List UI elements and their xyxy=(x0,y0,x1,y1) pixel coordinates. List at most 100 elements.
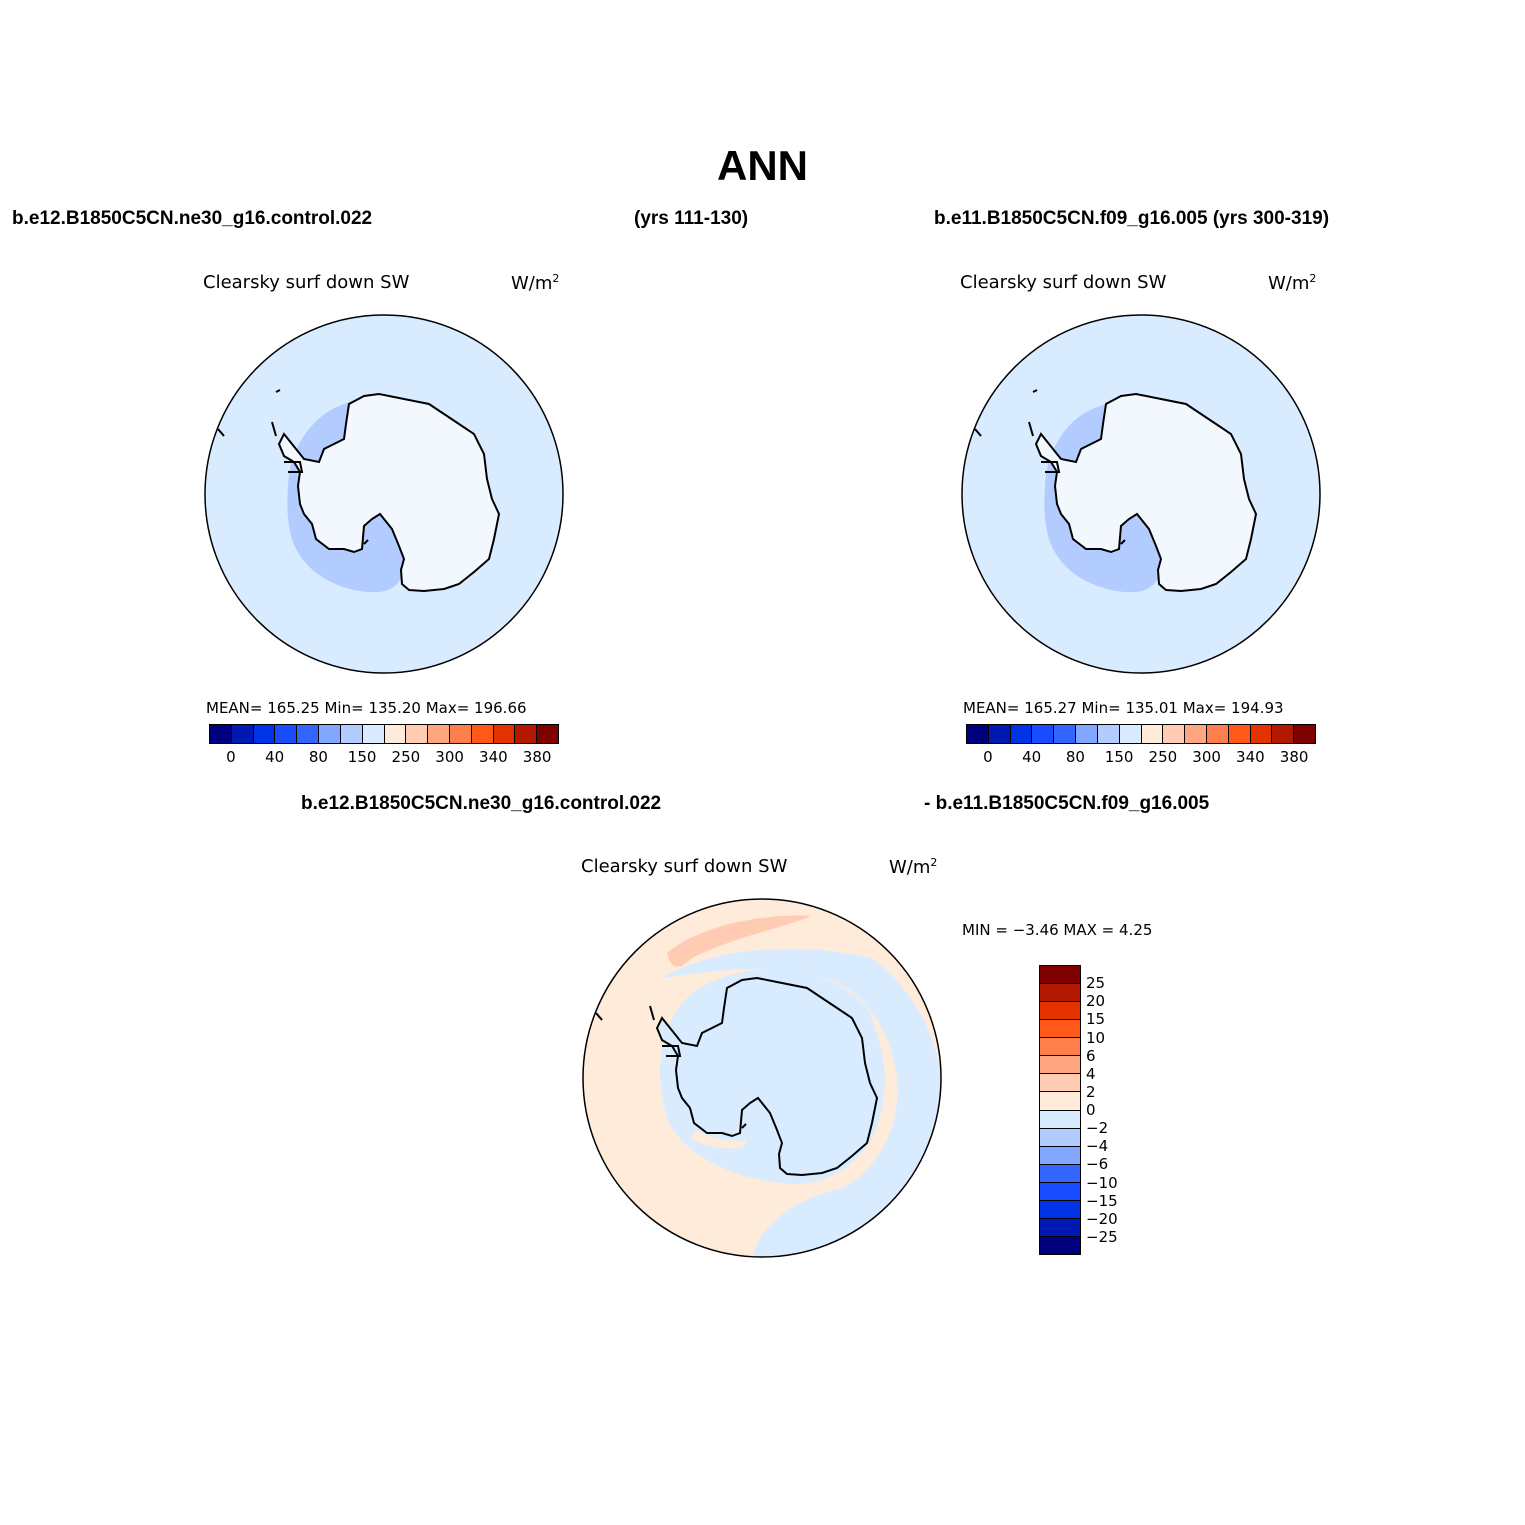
panel2-colorbar-swatch-4 xyxy=(1054,725,1077,743)
panel2-colorbar-tick-label: 80 xyxy=(1065,748,1085,766)
panel1-units: W/m2 xyxy=(511,272,559,294)
panel1-coastline xyxy=(217,389,501,593)
panel2-colorbar-swatch-10 xyxy=(1185,725,1207,743)
panel2-variable: Clearsky surf down SW xyxy=(960,272,1167,293)
panel1-colorbar-tick-label: 380 xyxy=(522,748,552,766)
panel3-colorbar-swatch-14 xyxy=(1040,1218,1080,1237)
panel1-polar-map xyxy=(204,314,564,674)
panel1-colorbar-tick-label: 80 xyxy=(308,748,328,766)
panel3-colorbar-tick-label: −10 xyxy=(1086,1173,1118,1192)
panel2-colorbar-tick-label: 150 xyxy=(1104,748,1134,766)
panel3-colorbar-swatch-3 xyxy=(1040,1020,1080,1039)
panel3-colorbar-swatch-0 xyxy=(1040,966,1080,985)
panel3-units-base: W/m xyxy=(889,857,931,878)
panel3-colorbar-swatch-4 xyxy=(1040,1038,1080,1057)
panel3-colorbar-tick-label: −15 xyxy=(1086,1191,1118,1210)
panel1-colorbar-swatch-15 xyxy=(537,725,558,743)
panel2-colorbar-tick-label: 380 xyxy=(1279,748,1309,766)
panel1-stats: MEAN= 165.25 Min= 135.20 Max= 196.66 xyxy=(206,699,527,717)
panel1-colorbar-swatch-6 xyxy=(340,725,363,743)
panel3-colorbar-tick-label: −25 xyxy=(1086,1227,1118,1246)
panel3-antarctica-land xyxy=(657,978,877,1175)
panel2-colorbar-tick-label: 0 xyxy=(983,748,993,766)
panel1-colorbar-tick-label: 340 xyxy=(479,748,508,766)
panel1-colorbar-swatch-4 xyxy=(297,725,320,743)
panel3-colorbar-ticks: 25 20 15 10 6 4 2 0 −2 −4 −6 −10 −15 −20 −25 xyxy=(1086,965,1146,1255)
panel1-colorbar-tick-label: 0 xyxy=(226,748,236,766)
panel2-coastline xyxy=(974,389,1258,593)
panel2-colorbar-swatch-2 xyxy=(1010,725,1033,743)
panel1-colorbar-swatch-13 xyxy=(493,725,516,743)
panel2-stats: MEAN= 165.27 Min= 135.01 Max= 194.93 xyxy=(963,699,1284,717)
panel1-colorbar-swatch-11 xyxy=(449,725,472,743)
panel3-variable: Clearsky surf down SW xyxy=(581,856,788,877)
panel1-colorbar xyxy=(209,724,559,744)
panel2-colorbar-ticks: 0 40 80 150 250 300 340 380 xyxy=(966,748,1316,768)
panel1-colorbar-swatch-7 xyxy=(362,725,385,743)
panel1-antarctica-land xyxy=(279,394,499,591)
panel3-units: W/m2 xyxy=(889,856,937,878)
panel3-colorbar-tick-label: 25 xyxy=(1086,974,1106,993)
panel2-colorbar-tick-label: 250 xyxy=(1148,748,1178,766)
panel3-coastline xyxy=(595,976,879,1177)
panel3-colorbar-swatch-12 xyxy=(1040,1182,1080,1201)
panel3-colorbar-tick-label: −20 xyxy=(1086,1209,1118,1228)
case2-label: b.e11.B1850C5CN.f09_g16.005 (yrs 300-319… xyxy=(934,208,1330,229)
panel3-colorbar-tick-label: 10 xyxy=(1086,1028,1106,1047)
panel2-antarctica-land xyxy=(1036,394,1256,591)
panel3-stats: MIN = −3.46 MAX = 4.25 xyxy=(962,921,1153,939)
diff-label-left: b.e12.B1850C5CN.ne30_g16.control.022 xyxy=(301,793,662,814)
panel3-colorbar-tick-label: −2 xyxy=(1086,1119,1109,1138)
panel3-colorbar-tick-label: 6 xyxy=(1086,1046,1096,1065)
panel3-colorbar xyxy=(1039,965,1081,1255)
panel2-colorbar-swatch-9 xyxy=(1163,725,1186,743)
panel3-colorbar-swatch-5 xyxy=(1040,1056,1080,1075)
panel3-colorbar-tick-label: 2 xyxy=(1086,1082,1096,1101)
panel2-units-exp: 2 xyxy=(1309,272,1317,285)
panel3-polar-map xyxy=(582,898,942,1258)
panel2-units-base: W/m xyxy=(1268,273,1310,294)
panel1-colorbar-swatch-3 xyxy=(275,725,298,743)
panel3-positive-strong-north xyxy=(667,915,812,967)
panel1-colorbar-tick-label: 40 xyxy=(265,748,285,766)
panel3-positive-patch xyxy=(690,1130,747,1149)
panel1-colorbar-tick-label: 300 xyxy=(435,748,464,766)
panel2-colorbar-tick-label: 300 xyxy=(1192,748,1221,766)
panel1-colorbar-swatch-8 xyxy=(384,725,407,743)
panel1-colorbar-swatch-5 xyxy=(319,725,341,743)
panel2-colorbar-swatch-3 xyxy=(1032,725,1055,743)
panel2-colorbar-swatch-7 xyxy=(1119,725,1142,743)
panel1-colorbar-tick-label: 150 xyxy=(347,748,377,766)
panel1-colorbar-swatch-1 xyxy=(231,725,254,743)
panel1-colorbar-swatch-14 xyxy=(515,725,538,743)
panel3-colorbar-tick-label: 15 xyxy=(1086,1010,1106,1029)
panel3-colorbar-swatch-10 xyxy=(1040,1146,1080,1165)
panel2-colorbar-swatch-6 xyxy=(1097,725,1120,743)
panel2-colorbar-swatch-11 xyxy=(1206,725,1229,743)
panel1-colorbar-tick-label: 250 xyxy=(391,748,421,766)
panel3-colorbar-swatch-15 xyxy=(1040,1236,1080,1254)
panel3-map-border xyxy=(582,898,942,1258)
panel3-colorbar-swatch-7 xyxy=(1040,1092,1080,1111)
panel1-units-base: W/m xyxy=(511,273,553,294)
panel3-colorbar-swatch-6 xyxy=(1040,1074,1080,1093)
plot-title: ANN xyxy=(717,142,808,189)
panel3-colorbar-tick-label: 20 xyxy=(1086,992,1106,1011)
panel3-colorbar-swatch-1 xyxy=(1040,984,1080,1003)
panel2-map-border xyxy=(961,314,1321,674)
panel3-colorbar-swatch-13 xyxy=(1040,1200,1080,1219)
panel1-units-exp: 2 xyxy=(552,272,560,285)
panel2-colorbar-swatch-1 xyxy=(988,725,1011,743)
panel3-units-exp: 2 xyxy=(930,856,938,869)
panel2-colorbar-swatch-12 xyxy=(1228,725,1251,743)
panel2-colorbar-swatch-13 xyxy=(1250,725,1273,743)
panel3-colorbar-tick-label: −6 xyxy=(1086,1155,1109,1174)
panel2-colorbar-tick-label: 340 xyxy=(1236,748,1265,766)
panel1-map-border xyxy=(204,314,564,674)
panel3-colorbar-tick-label: 0 xyxy=(1086,1101,1096,1119)
panel1-colorbar-swatch-12 xyxy=(471,725,494,743)
panel3-negative-region-east xyxy=(662,948,941,1257)
panel2-polar-map xyxy=(961,314,1321,674)
panel1-colorbar-ticks: 0 40 80 150 250 300 340 380 xyxy=(209,748,559,768)
panel2-colorbar-swatch-0 xyxy=(967,725,989,743)
